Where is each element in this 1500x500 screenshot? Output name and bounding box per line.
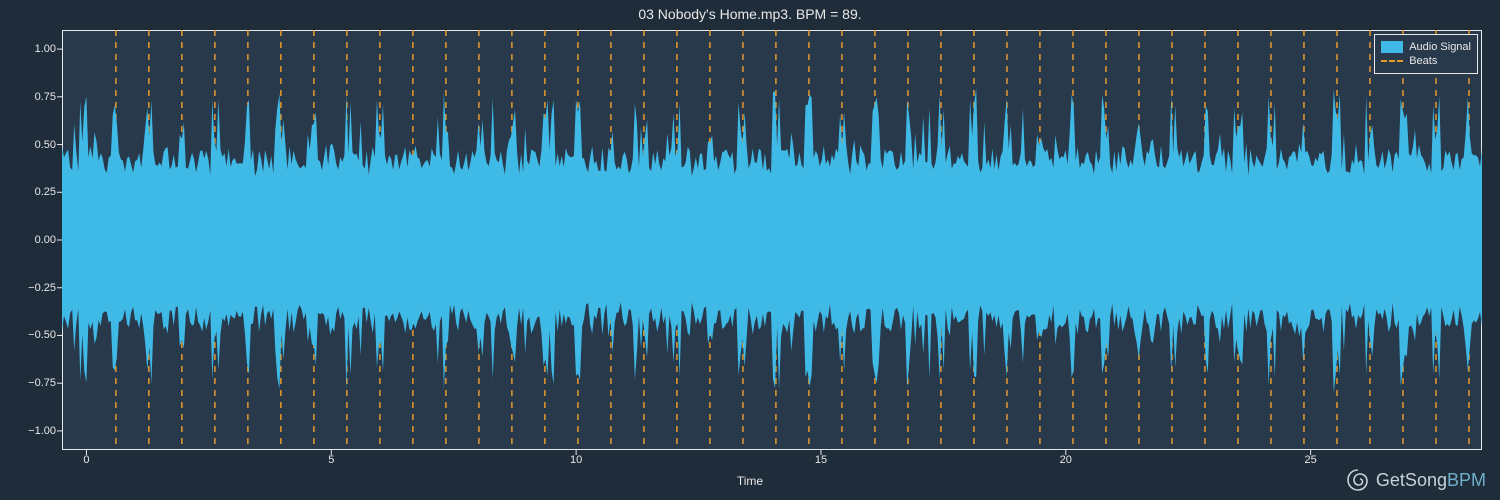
x-tick-label: 5 bbox=[328, 454, 334, 466]
waveform bbox=[62, 89, 1482, 394]
plot-area: −1.00−0.75−0.50−0.250.000.250.500.751.00… bbox=[62, 30, 1482, 450]
legend-swatch bbox=[1381, 41, 1403, 53]
x-axis-label: Time bbox=[0, 474, 1500, 488]
legend-dash bbox=[1381, 60, 1403, 62]
waveform-figure: 03 Nobody's Home.mp3. BPM = 89. −1.00−0.… bbox=[0, 0, 1500, 500]
plot-svg bbox=[62, 30, 1482, 450]
y-tick-label: 0.75 bbox=[35, 91, 56, 103]
x-tick-label: 15 bbox=[815, 454, 827, 466]
legend-label: Audio Signal bbox=[1409, 41, 1471, 53]
x-tick-label: 10 bbox=[570, 454, 582, 466]
watermark-prefix: GetSong bbox=[1376, 470, 1447, 490]
y-tick-label: 0.50 bbox=[35, 139, 56, 151]
x-tick-label: 25 bbox=[1304, 454, 1316, 466]
y-tick-label: 1.00 bbox=[35, 43, 56, 55]
y-tick-label: 0.25 bbox=[35, 186, 56, 198]
y-tick-label: −0.75 bbox=[28, 377, 56, 389]
x-tick-label: 20 bbox=[1060, 454, 1072, 466]
y-tick-label: −0.50 bbox=[28, 329, 56, 341]
y-tick-label: −0.25 bbox=[28, 282, 56, 294]
x-tick-label: 0 bbox=[83, 454, 89, 466]
chart-title: 03 Nobody's Home.mp3. BPM = 89. bbox=[0, 6, 1500, 22]
watermark-text: GetSongBPM bbox=[1376, 470, 1486, 491]
legend-item: Beats bbox=[1381, 55, 1471, 67]
swirl-icon bbox=[1346, 468, 1370, 492]
legend-label: Beats bbox=[1409, 55, 1437, 67]
watermark-suffix: BPM bbox=[1447, 470, 1486, 490]
legend-item: Audio Signal bbox=[1381, 41, 1471, 53]
y-tick-label: 0.00 bbox=[35, 234, 56, 246]
y-tick-label: −1.00 bbox=[28, 425, 56, 437]
legend: Audio Signal Beats bbox=[1374, 34, 1478, 74]
watermark-logo: GetSongBPM bbox=[1346, 468, 1486, 492]
